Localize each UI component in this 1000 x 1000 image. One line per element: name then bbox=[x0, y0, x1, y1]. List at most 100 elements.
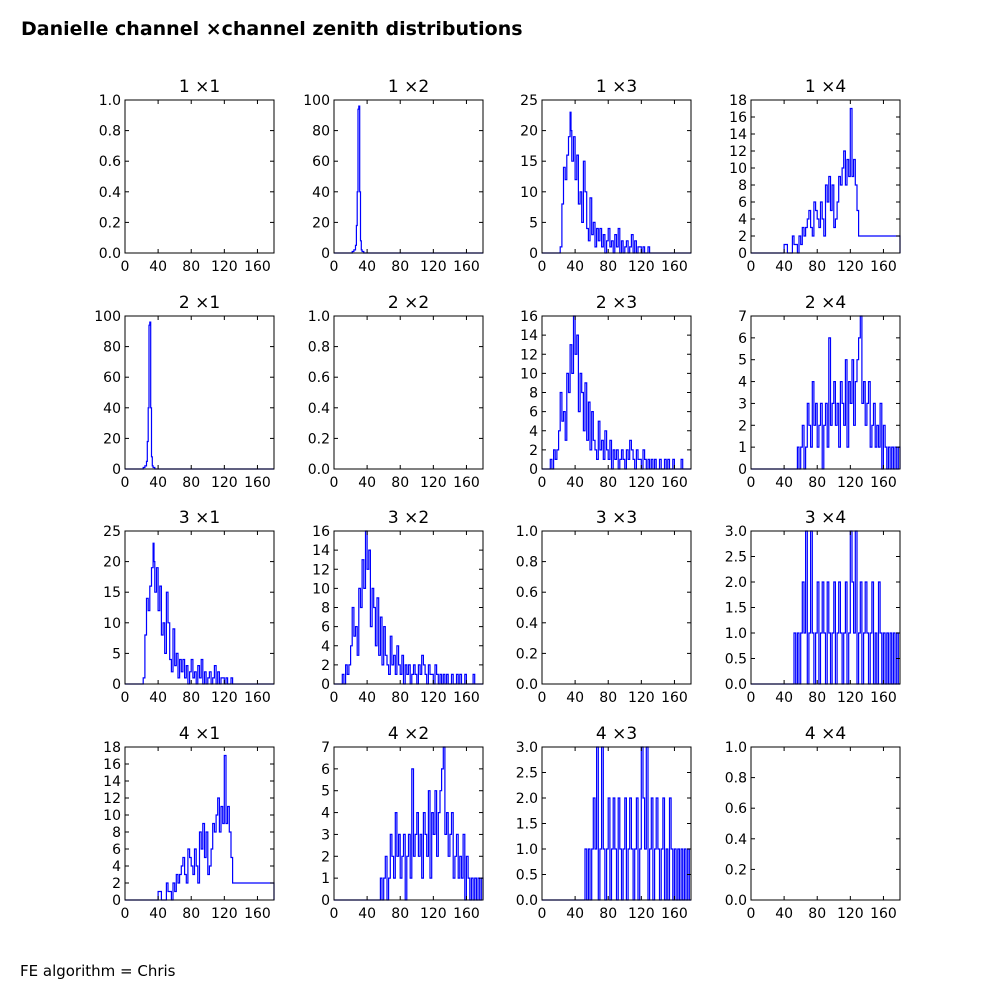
y-tick-label: 16 bbox=[520, 309, 538, 325]
y-tick-label: 0 bbox=[738, 462, 747, 478]
y-tick-label: 0.0 bbox=[99, 246, 121, 262]
x-tick-label: 0 bbox=[538, 475, 547, 491]
y-tick-label: 40 bbox=[312, 185, 330, 201]
y-tick-label: 0.2 bbox=[308, 431, 330, 447]
x-tick-label: 120 bbox=[420, 259, 447, 275]
y-tick-label: 10 bbox=[520, 366, 538, 382]
y-tick-label: 1.5 bbox=[516, 817, 538, 833]
y-tick-label: 6 bbox=[529, 405, 538, 421]
y-tick-label: 100 bbox=[303, 93, 330, 109]
y-tick-label: 0 bbox=[321, 893, 330, 909]
plot-frame bbox=[750, 746, 901, 901]
x-tick-label: 120 bbox=[628, 475, 655, 491]
x-tick-label: 120 bbox=[628, 906, 655, 922]
y-tick-label: 4 bbox=[529, 424, 538, 440]
x-tick-label: 160 bbox=[661, 690, 688, 706]
y-tick-label: 4 bbox=[321, 806, 330, 822]
x-tick-label: 80 bbox=[391, 906, 409, 922]
series-line bbox=[334, 746, 484, 901]
y-tick-label: 1 bbox=[738, 440, 747, 456]
y-tick-label: 10 bbox=[729, 161, 747, 177]
x-tick-label: 160 bbox=[453, 259, 480, 275]
panel-title: 3 ×3 bbox=[596, 508, 637, 528]
y-tick-label: 6 bbox=[112, 842, 121, 858]
y-tick-label: 0.6 bbox=[99, 154, 121, 170]
y-tick-label: 0.4 bbox=[725, 832, 747, 848]
y-tick-label: 15 bbox=[103, 585, 121, 601]
series-line bbox=[542, 315, 691, 470]
y-tick-label: 12 bbox=[103, 791, 121, 807]
y-tick-label: 4 bbox=[112, 859, 121, 875]
x-tick-label: 120 bbox=[211, 475, 238, 491]
plot-frame bbox=[124, 746, 275, 901]
y-tick-label: 12 bbox=[520, 347, 538, 363]
y-tick-label: 0.5 bbox=[725, 652, 747, 668]
x-tick-label: 120 bbox=[211, 690, 238, 706]
x-tick-label: 40 bbox=[149, 690, 167, 706]
series-line bbox=[751, 530, 900, 685]
x-tick-label: 0 bbox=[121, 475, 130, 491]
x-tick-label: 160 bbox=[870, 475, 897, 491]
x-tick-label: 80 bbox=[182, 475, 200, 491]
y-tick-label: 25 bbox=[520, 93, 538, 109]
panel-title: 3 ×4 bbox=[805, 508, 846, 528]
y-tick-label: 10 bbox=[103, 616, 121, 632]
panel-title: 1 ×3 bbox=[596, 77, 637, 97]
x-tick-label: 0 bbox=[747, 475, 756, 491]
y-tick-label: 40 bbox=[103, 401, 121, 417]
y-tick-label: 0 bbox=[112, 893, 121, 909]
y-tick-label: 0.2 bbox=[99, 215, 121, 231]
series-line bbox=[542, 746, 691, 901]
x-tick-label: 0 bbox=[330, 906, 339, 922]
series-line bbox=[751, 107, 901, 254]
y-tick-label: 0.8 bbox=[99, 124, 121, 140]
y-tick-label: 25 bbox=[103, 524, 121, 540]
x-tick-label: 40 bbox=[358, 475, 376, 491]
y-tick-label: 0 bbox=[321, 246, 330, 262]
y-tick-label: 0 bbox=[321, 677, 330, 693]
x-tick-label: 0 bbox=[538, 906, 547, 922]
x-tick-label: 80 bbox=[391, 475, 409, 491]
x-tick-label: 0 bbox=[121, 259, 130, 275]
y-tick-label: 12 bbox=[729, 144, 747, 160]
x-tick-label: 40 bbox=[358, 690, 376, 706]
x-tick-label: 120 bbox=[211, 906, 238, 922]
series-line bbox=[125, 321, 274, 470]
x-tick-label: 40 bbox=[566, 906, 584, 922]
y-tick-label: 8 bbox=[321, 601, 330, 617]
y-tick-label: 0.4 bbox=[516, 616, 538, 632]
x-tick-label: 160 bbox=[244, 906, 271, 922]
x-tick-label: 160 bbox=[870, 259, 897, 275]
y-tick-label: 2.5 bbox=[725, 550, 747, 566]
x-tick-label: 120 bbox=[211, 259, 238, 275]
y-tick-label: 2 bbox=[529, 443, 538, 459]
plot-frame bbox=[541, 530, 692, 685]
y-tick-label: 10 bbox=[103, 808, 121, 824]
y-tick-label: 1.0 bbox=[725, 626, 747, 642]
x-tick-label: 160 bbox=[661, 906, 688, 922]
panel-title: 4 ×1 bbox=[179, 724, 220, 744]
x-tick-label: 40 bbox=[775, 906, 793, 922]
panel-title: 3 ×2 bbox=[388, 508, 429, 528]
y-tick-label: 60 bbox=[312, 154, 330, 170]
x-tick-label: 160 bbox=[244, 690, 271, 706]
x-tick-label: 0 bbox=[538, 259, 547, 275]
y-tick-label: 14 bbox=[103, 774, 121, 790]
panel-title: 1 ×4 bbox=[805, 77, 846, 97]
y-tick-label: 0.8 bbox=[725, 771, 747, 787]
x-tick-label: 40 bbox=[149, 259, 167, 275]
series-line bbox=[542, 111, 691, 254]
y-tick-label: 14 bbox=[312, 543, 330, 559]
x-tick-label: 160 bbox=[661, 259, 688, 275]
panel-title: 3 ×1 bbox=[179, 508, 220, 528]
y-tick-label: 5 bbox=[321, 784, 330, 800]
y-tick-label: 16 bbox=[103, 757, 121, 773]
y-tick-label: 20 bbox=[520, 124, 538, 140]
plot-frame bbox=[333, 315, 484, 470]
y-tick-label: 2.0 bbox=[725, 575, 747, 591]
y-tick-label: 3 bbox=[738, 396, 747, 412]
x-tick-label: 0 bbox=[538, 690, 547, 706]
series-line bbox=[125, 754, 275, 901]
y-tick-label: 2 bbox=[321, 849, 330, 865]
plot-frame bbox=[750, 99, 901, 254]
